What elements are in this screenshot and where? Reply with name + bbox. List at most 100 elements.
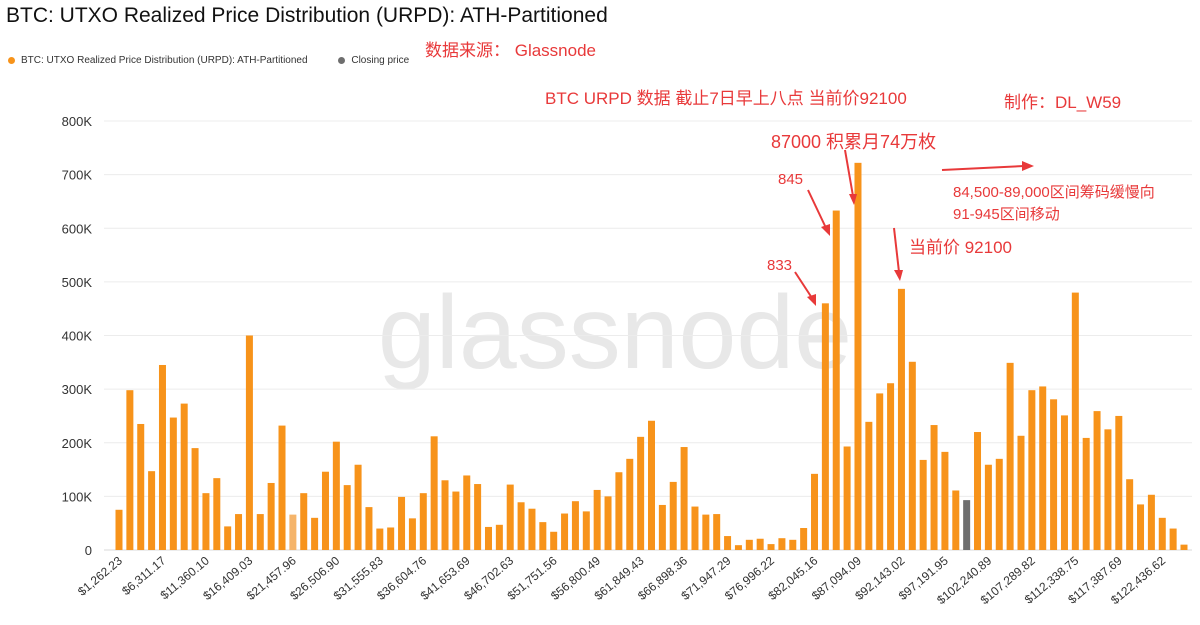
urpd-bar[interactable] — [1093, 411, 1101, 550]
urpd-bar[interactable] — [724, 536, 732, 550]
urpd-bar[interactable] — [463, 475, 471, 550]
legend-item-urpd[interactable]: BTC: UTXO Realized Price Distribution (U… — [8, 55, 308, 66]
urpd-bar[interactable] — [1050, 399, 1058, 550]
urpd-bar[interactable] — [452, 491, 460, 550]
urpd-bar[interactable] — [517, 502, 525, 550]
urpd-bar[interactable] — [865, 421, 873, 550]
urpd-bar[interactable] — [702, 514, 710, 550]
urpd-bar[interactable] — [169, 417, 177, 550]
urpd-bar[interactable] — [528, 508, 536, 550]
urpd-bar[interactable] — [811, 473, 819, 550]
urpd-bar[interactable] — [821, 303, 829, 550]
urpd-bar[interactable] — [1104, 429, 1112, 550]
urpd-bar[interactable] — [245, 335, 253, 551]
urpd-bar[interactable] — [800, 528, 808, 550]
urpd-bar[interactable] — [539, 522, 547, 550]
urpd-bar[interactable] — [1082, 437, 1090, 550]
urpd-bar[interactable] — [267, 482, 275, 550]
urpd-bar[interactable] — [1060, 415, 1068, 550]
urpd-bar[interactable] — [213, 478, 221, 550]
urpd-bar[interactable] — [1169, 528, 1177, 550]
urpd-bar[interactable] — [745, 539, 753, 550]
urpd-bar[interactable] — [343, 485, 351, 550]
urpd-bar[interactable] — [1147, 494, 1155, 550]
urpd-bar[interactable] — [365, 507, 373, 550]
urpd-bar[interactable] — [311, 517, 319, 550]
urpd-bar[interactable] — [550, 531, 558, 550]
urpd-bar[interactable] — [278, 425, 286, 550]
urpd-bar[interactable] — [984, 464, 992, 550]
urpd-bar[interactable] — [1126, 479, 1134, 550]
urpd-bar[interactable] — [1039, 386, 1047, 550]
urpd-bar[interactable] — [930, 425, 938, 550]
urpd-bar[interactable] — [1158, 517, 1166, 550]
urpd-bar[interactable] — [876, 393, 884, 550]
urpd-bar[interactable] — [1017, 435, 1025, 550]
urpd-bar[interactable] — [289, 514, 297, 550]
urpd-bar[interactable] — [995, 458, 1003, 550]
urpd-bar[interactable] — [637, 436, 645, 550]
urpd-bar[interactable] — [1006, 362, 1014, 550]
urpd-bar[interactable] — [887, 383, 895, 550]
urpd-bar[interactable] — [767, 544, 775, 550]
urpd-bar[interactable] — [582, 511, 590, 550]
urpd-bar[interactable] — [571, 501, 579, 550]
urpd-bar[interactable] — [495, 524, 503, 550]
urpd-bar[interactable] — [235, 514, 243, 550]
urpd-bar[interactable] — [604, 496, 612, 551]
urpd-bar[interactable] — [593, 489, 601, 550]
urpd-bar[interactable] — [648, 420, 655, 550]
urpd-bar[interactable] — [484, 526, 492, 550]
urpd-bar[interactable] — [1115, 415, 1123, 550]
urpd-bar[interactable] — [224, 526, 232, 550]
urpd-bar[interactable] — [691, 506, 699, 550]
urpd-bar[interactable] — [843, 446, 851, 551]
urpd-bar[interactable] — [669, 481, 677, 550]
urpd-bar[interactable] — [376, 528, 384, 550]
urpd-bar[interactable] — [137, 423, 145, 550]
urpd-bar[interactable] — [832, 210, 840, 551]
urpd-bar[interactable] — [561, 513, 569, 550]
urpd-bar[interactable] — [854, 162, 862, 550]
urpd-bar[interactable] — [778, 538, 786, 550]
urpd-bar[interactable] — [919, 459, 927, 550]
legend-item-closing[interactable]: Closing price — [338, 55, 409, 66]
urpd-bar[interactable] — [191, 448, 199, 550]
urpd-bar[interactable] — [202, 493, 210, 550]
urpd-bar[interactable] — [115, 509, 123, 550]
urpd-bar[interactable] — [908, 361, 916, 550]
urpd-bar[interactable] — [897, 288, 905, 550]
urpd-bar[interactable] — [256, 514, 264, 550]
urpd-bar[interactable] — [158, 364, 166, 550]
urpd-bar[interactable] — [1180, 544, 1188, 550]
urpd-bar[interactable] — [734, 545, 742, 550]
urpd-bar[interactable] — [941, 451, 949, 550]
urpd-bar[interactable] — [300, 493, 308, 550]
urpd-bar[interactable] — [658, 504, 666, 550]
urpd-bar[interactable] — [398, 496, 406, 550]
urpd-bar[interactable] — [974, 432, 982, 550]
urpd-bar[interactable] — [354, 464, 362, 550]
urpd-bar[interactable] — [1137, 504, 1145, 550]
closing-price-bar[interactable] — [963, 500, 971, 550]
urpd-bar[interactable] — [148, 471, 156, 550]
urpd-bar[interactable] — [506, 484, 514, 550]
urpd-bar[interactable] — [321, 471, 329, 550]
urpd-bar[interactable] — [952, 490, 960, 550]
urpd-bar[interactable] — [126, 390, 134, 550]
urpd-bar[interactable] — [474, 484, 482, 550]
urpd-bar[interactable] — [713, 514, 721, 550]
urpd-bar[interactable] — [1071, 292, 1079, 550]
urpd-bar[interactable] — [615, 472, 623, 550]
urpd-bar[interactable] — [180, 403, 188, 550]
urpd-bar[interactable] — [387, 527, 395, 550]
urpd-bar[interactable] — [1028, 390, 1036, 550]
urpd-bar[interactable] — [626, 458, 634, 550]
urpd-bar[interactable] — [756, 538, 764, 550]
urpd-bar[interactable] — [419, 493, 427, 550]
urpd-bar[interactable] — [430, 436, 438, 550]
urpd-bar[interactable] — [789, 539, 797, 550]
urpd-bar[interactable] — [441, 480, 449, 550]
urpd-bar[interactable] — [332, 441, 340, 550]
urpd-bar[interactable] — [680, 447, 688, 550]
